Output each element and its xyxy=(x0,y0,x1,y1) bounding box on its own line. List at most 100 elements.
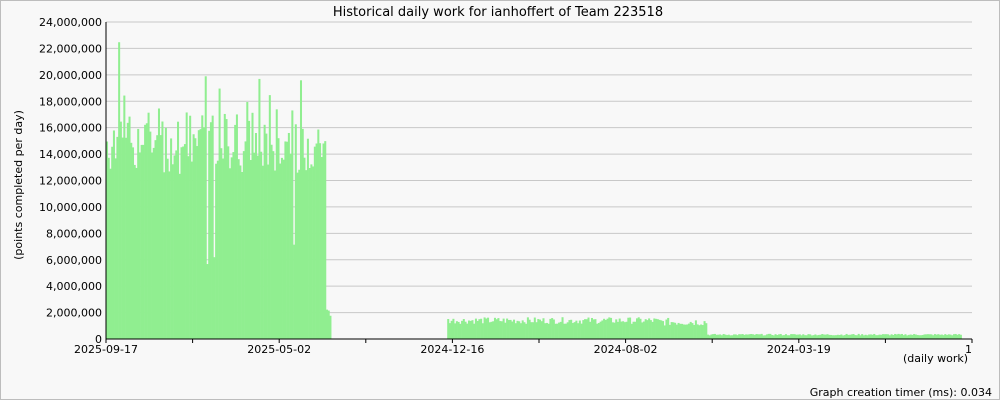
bar xyxy=(125,137,128,339)
bar xyxy=(327,310,330,339)
bar xyxy=(260,151,263,339)
bar xyxy=(828,334,831,339)
bar xyxy=(582,320,585,339)
bar xyxy=(168,171,171,339)
bar xyxy=(852,334,855,339)
bar xyxy=(466,323,469,339)
bar xyxy=(152,147,155,339)
bar xyxy=(703,321,706,339)
bar xyxy=(954,333,957,339)
bar xyxy=(291,110,294,340)
bar xyxy=(684,324,687,339)
bar xyxy=(868,334,871,339)
bar xyxy=(187,156,190,339)
bar xyxy=(483,317,486,339)
bar xyxy=(798,334,801,339)
chart-title: Historical daily work for ianhoffert of … xyxy=(333,5,663,20)
bar xyxy=(539,319,542,339)
bar xyxy=(119,121,122,339)
bar xyxy=(549,318,552,339)
bar xyxy=(845,333,848,339)
y-tick-label: 0 xyxy=(95,333,102,346)
bar xyxy=(795,334,798,339)
bar xyxy=(317,129,320,339)
bar xyxy=(956,334,959,339)
bar xyxy=(138,152,141,339)
bar xyxy=(753,334,756,339)
bar xyxy=(287,132,290,339)
bar xyxy=(727,334,730,339)
bar xyxy=(902,335,905,339)
bar xyxy=(930,334,933,339)
bar xyxy=(144,124,147,339)
bar xyxy=(268,95,271,339)
bar xyxy=(869,334,872,339)
bar xyxy=(537,319,540,339)
bar xyxy=(121,137,124,339)
bar xyxy=(303,157,306,339)
bar xyxy=(476,320,479,339)
bar xyxy=(814,334,817,339)
bar xyxy=(921,334,924,339)
bar xyxy=(587,317,590,339)
bar xyxy=(707,334,710,339)
bar xyxy=(599,321,602,339)
bar xyxy=(189,115,192,339)
bar xyxy=(937,334,940,339)
bar xyxy=(691,323,694,339)
bar xyxy=(672,322,675,339)
bar xyxy=(552,319,555,339)
bar xyxy=(107,157,110,339)
bar xyxy=(821,334,824,339)
bar xyxy=(202,127,206,339)
bar xyxy=(668,324,671,339)
bar xyxy=(111,146,114,339)
bar xyxy=(907,334,910,339)
bar xyxy=(900,333,904,339)
bar xyxy=(926,334,929,339)
bar xyxy=(958,334,961,339)
bar xyxy=(506,318,509,339)
bar xyxy=(793,334,796,339)
y-tick-label: 18,000,000 xyxy=(39,95,102,108)
bar xyxy=(289,153,292,339)
bar xyxy=(932,335,935,339)
bar xyxy=(888,335,891,339)
bar xyxy=(533,317,536,339)
bar xyxy=(554,323,557,339)
bar xyxy=(215,163,218,339)
bar xyxy=(687,323,690,339)
bar xyxy=(241,171,244,339)
bar xyxy=(571,323,574,339)
bar xyxy=(715,334,718,339)
bar xyxy=(589,321,592,339)
bar xyxy=(726,335,729,339)
bar xyxy=(615,319,618,339)
bar xyxy=(731,335,734,339)
bar xyxy=(649,320,652,339)
bar xyxy=(163,172,166,339)
bar xyxy=(464,321,467,339)
bar xyxy=(663,325,666,339)
bar xyxy=(670,322,673,339)
y-axis-label: (points completed per day) xyxy=(12,110,25,260)
bar xyxy=(559,321,562,339)
bar xyxy=(216,160,219,339)
bar xyxy=(878,334,881,339)
bar xyxy=(526,317,529,339)
bar xyxy=(675,324,678,339)
bar xyxy=(584,319,587,339)
x-tick-label: 2024-03-19 xyxy=(767,343,831,356)
bar xyxy=(519,323,522,339)
bar xyxy=(478,319,481,339)
bar xyxy=(894,333,897,339)
bar xyxy=(603,318,606,339)
bar xyxy=(940,334,943,339)
bar xyxy=(911,334,914,339)
bar xyxy=(516,320,519,339)
bar xyxy=(225,119,228,340)
bar xyxy=(234,124,237,340)
bar xyxy=(758,334,761,339)
bar xyxy=(447,319,450,339)
bar xyxy=(746,334,749,339)
